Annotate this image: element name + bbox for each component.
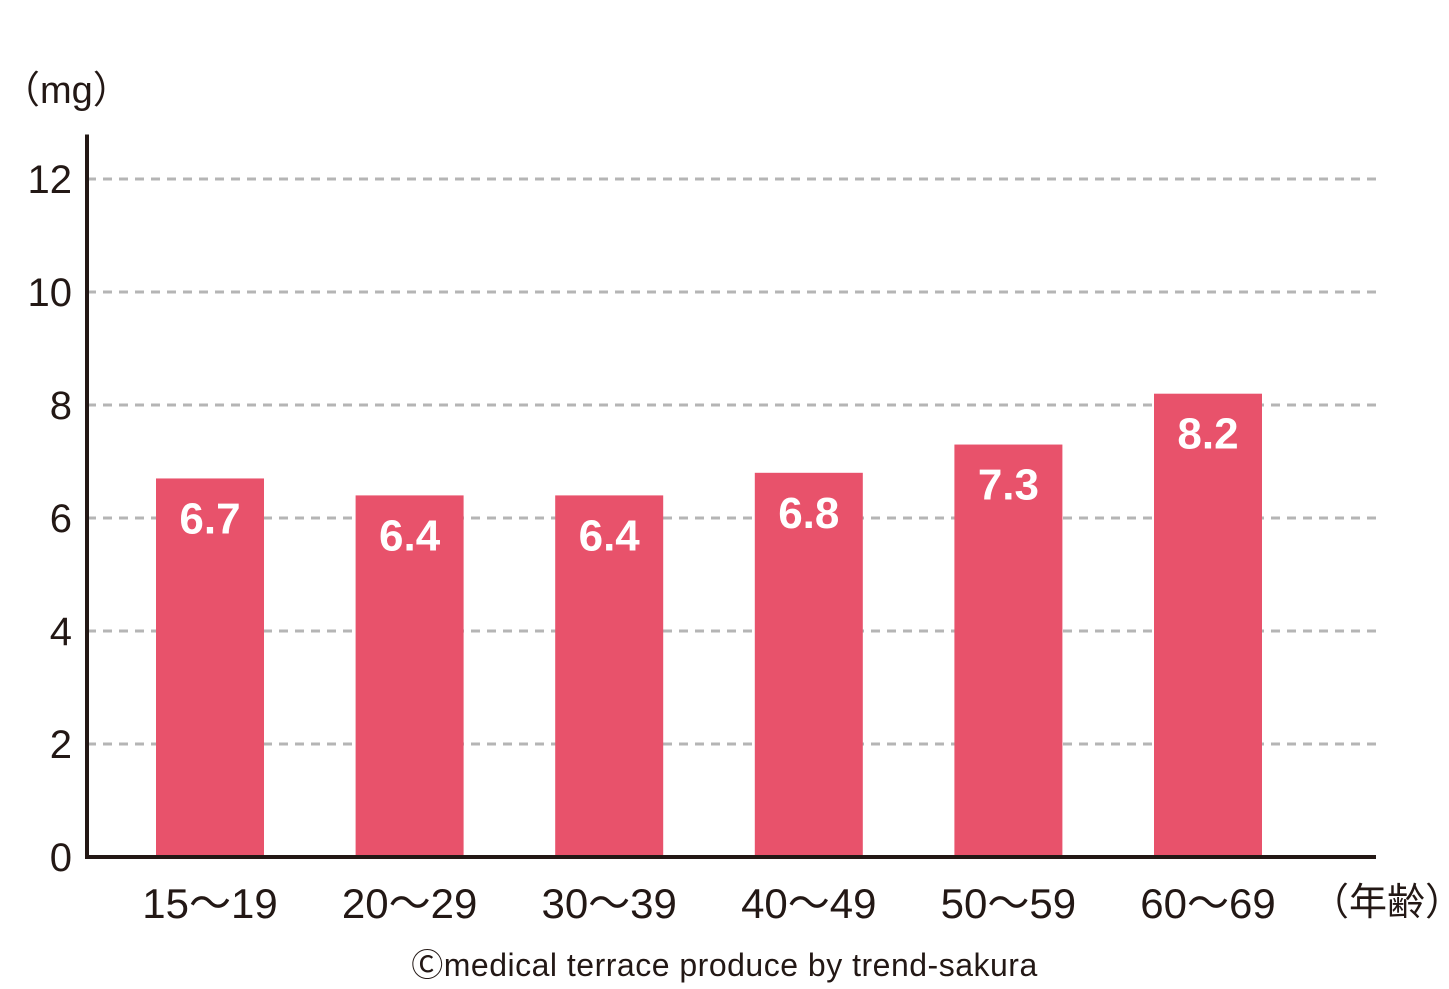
x-category-label: 15〜19 (142, 880, 277, 927)
bar (754, 472, 863, 857)
x-category-label: 60〜69 (1140, 880, 1275, 927)
x-category-label: 30〜39 (541, 880, 676, 927)
x-category-label: 40〜49 (741, 880, 876, 927)
bar-value-label: 6.4 (379, 511, 441, 560)
bar-value-label: 6.4 (579, 511, 641, 560)
bar (156, 478, 264, 857)
y-tick-label: 4 (50, 610, 72, 654)
copyright-credit: Ⓒmedical terrace produce by trend-sakura (411, 947, 1038, 983)
bars (156, 393, 1262, 857)
bar-value-label: 7.3 (978, 461, 1039, 510)
y-tick-label: 8 (50, 384, 72, 428)
axes (85, 134, 1376, 859)
y-tick-label: 0 (50, 836, 72, 880)
x-category-labels: 15〜19 20〜29 30〜39 40〜49 50〜59 60〜69 (142, 880, 1275, 927)
bar (954, 444, 1063, 857)
y-tick-label: 10 (28, 271, 73, 315)
bar-value-label: 6.7 (179, 494, 240, 543)
x-axis-unit-label: （年齢） (1311, 882, 1449, 924)
data-labels: 6.7 6.4 6.4 6.8 7.3 8.2 (179, 410, 1238, 561)
y-tick-label: 2 (50, 723, 72, 767)
x-category-label: 20〜29 (342, 880, 477, 927)
y-tick-label: 12 (28, 158, 73, 202)
bar (355, 495, 464, 857)
bar (1154, 393, 1262, 857)
y-axis-unit-label: （mg） (2, 70, 131, 112)
x-category-label: 50〜59 (941, 880, 1076, 927)
bar (555, 495, 664, 857)
y-tick-labels: 0 2 4 6 8 10 12 (28, 158, 73, 880)
y-tick-label: 6 (50, 497, 72, 541)
bar-value-label: 6.8 (778, 489, 839, 538)
bar-value-label: 8.2 (1177, 410, 1238, 459)
